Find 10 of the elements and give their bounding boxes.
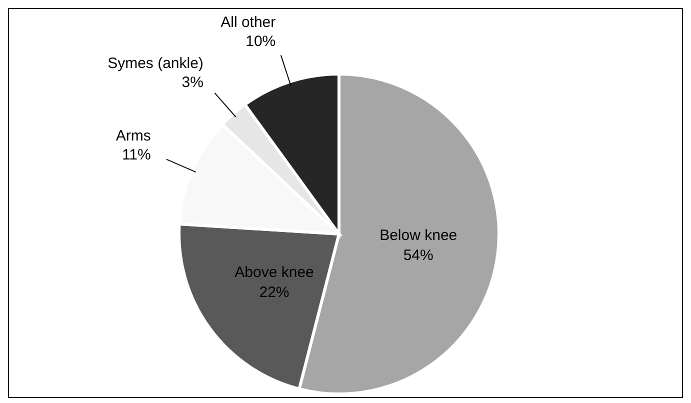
slice-label: All other [220,14,276,32]
data-label: 54% [403,247,434,264]
data-label: 10% [246,33,276,50]
slice-label: Above knee [234,264,314,282]
slice-label: Below knee [380,227,458,244]
slice-label: Symes (ankle) [108,55,204,72]
data-label: 11% [122,146,151,164]
data-label: 22% [259,284,290,302]
slice-label: Arms [116,128,151,145]
data-label: 3% [182,74,204,92]
